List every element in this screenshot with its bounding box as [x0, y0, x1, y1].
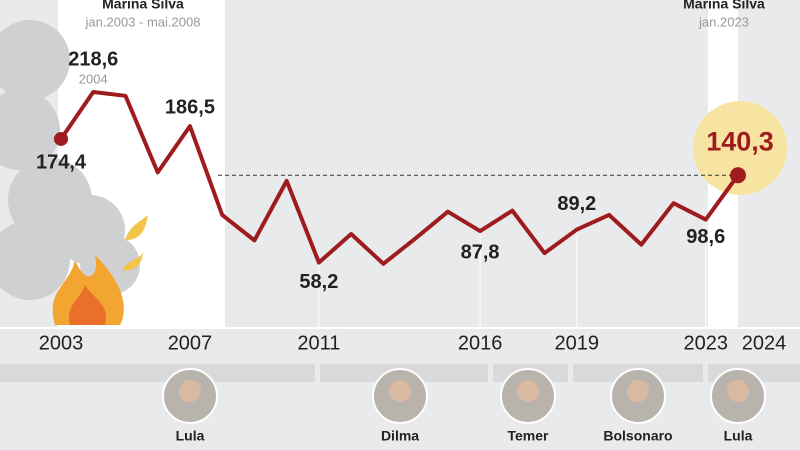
value-label: 174,4 [36, 151, 87, 173]
highlight [693, 101, 787, 195]
smoke [0, 20, 140, 300]
x-tick-label: 2011 [297, 332, 340, 354]
period-sublabel: jan.2003 - mai.2008 [85, 14, 201, 29]
peak-note: 2004 [79, 71, 108, 86]
timeline [0, 364, 800, 382]
president-name: Bolsonaro [603, 428, 672, 444]
president-name: Lula [724, 428, 753, 444]
x-tick-label: 2016 [458, 332, 503, 354]
president-name: Temer [508, 428, 550, 444]
point [54, 131, 68, 146]
x-tick-label: 2003 [39, 332, 84, 354]
period-sublabel: jan.2023 [698, 14, 749, 29]
data-line [59, 89, 740, 266]
period-label: Marina Silva [683, 0, 765, 12]
period-label: Marina Silva [102, 0, 184, 12]
x-tick-label: 2023 [684, 332, 729, 354]
point [730, 167, 746, 184]
x-tick-label: 2019 [555, 332, 600, 354]
portrait-face [727, 380, 749, 402]
value-label: 98,6 [686, 226, 725, 248]
value-label: 58,2 [299, 271, 338, 293]
portrait-face [517, 380, 539, 402]
value-label: 89,2 [557, 193, 596, 215]
portrait-face [627, 380, 649, 402]
value-label: 87,8 [461, 241, 500, 263]
value-label: 186,5 [165, 96, 215, 118]
x-tick-label: 2024 [742, 332, 787, 354]
value-label: 218,6 [68, 48, 118, 70]
fire [52, 215, 148, 325]
president-name: Dilma [381, 428, 419, 444]
portrait-face [179, 380, 201, 402]
x-tick-label: 2007 [168, 332, 213, 354]
president-name: Lula [176, 428, 205, 444]
value-label: 140,3 [706, 126, 774, 156]
portrait-face [389, 380, 411, 402]
